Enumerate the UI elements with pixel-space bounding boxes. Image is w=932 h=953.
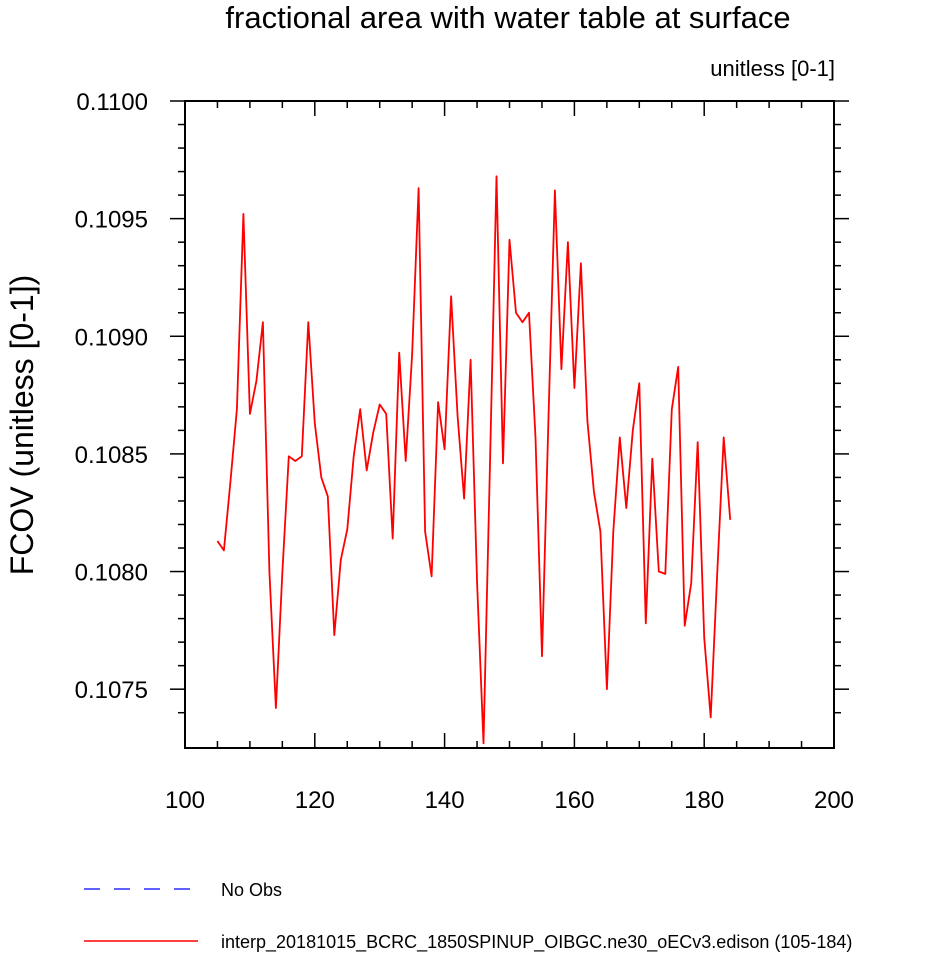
y-tick-label: 0.1090 <box>75 324 148 351</box>
legend-label-no-obs: No Obs <box>221 880 282 900</box>
axis-tick-labels: 100 120 140 160 180 200 0.1075 0.1080 0.1085 0.10… <box>75 89 854 814</box>
x-tick-label: 140 <box>425 787 465 814</box>
x-tick-label: 100 <box>165 787 205 814</box>
y-tick-label: 0.1100 <box>76 89 148 116</box>
x-tick-label: 200 <box>814 787 854 814</box>
y-tick-label: 0.1080 <box>75 560 148 587</box>
y-axis-label: FCOV (unitless [0-1]) <box>4 275 40 576</box>
x-tick-label: 180 <box>684 787 724 814</box>
axis-ticks <box>170 100 849 748</box>
series-layer <box>216 175 732 745</box>
series-line-run <box>216 175 732 745</box>
x-tick-label: 120 <box>295 787 335 814</box>
y-tick-label: 0.1085 <box>75 442 148 469</box>
legend-label-run: interp_20181015_BCRC_1850SPINUP_OIBGC.ne… <box>221 932 852 953</box>
chart-title: fractional area with water table at surf… <box>225 0 790 35</box>
units-label: unitless [0-1] <box>710 56 835 81</box>
legend: No Obs interp_20181015_BCRC_1850SPINUP_O… <box>84 880 852 953</box>
x-tick-label: 160 <box>554 787 594 814</box>
y-tick-label: 0.1095 <box>75 207 148 234</box>
y-tick-label: 0.1075 <box>75 677 148 704</box>
plot-frame <box>184 100 835 749</box>
